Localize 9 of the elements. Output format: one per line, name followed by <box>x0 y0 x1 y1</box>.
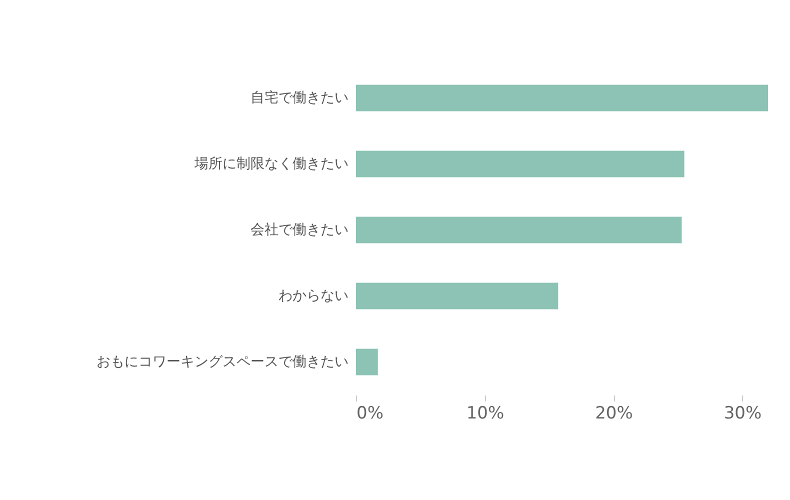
y-tick-label: 自宅で働きたい <box>250 90 348 106</box>
x-tick-label: 30% <box>724 404 762 424</box>
x-tick-label: 10% <box>466 404 504 424</box>
y-tick-label: わからない <box>278 288 348 304</box>
x-tick-label: 0% <box>356 404 384 424</box>
x-tick-label: 20% <box>595 404 633 424</box>
y-tick-label: おもにコワーキングスペースで働きたい <box>96 354 348 370</box>
y-tick-label: 会社で働きたい <box>250 222 348 238</box>
y-tick-label: 場所に制限なく働きたい <box>194 156 348 172</box>
